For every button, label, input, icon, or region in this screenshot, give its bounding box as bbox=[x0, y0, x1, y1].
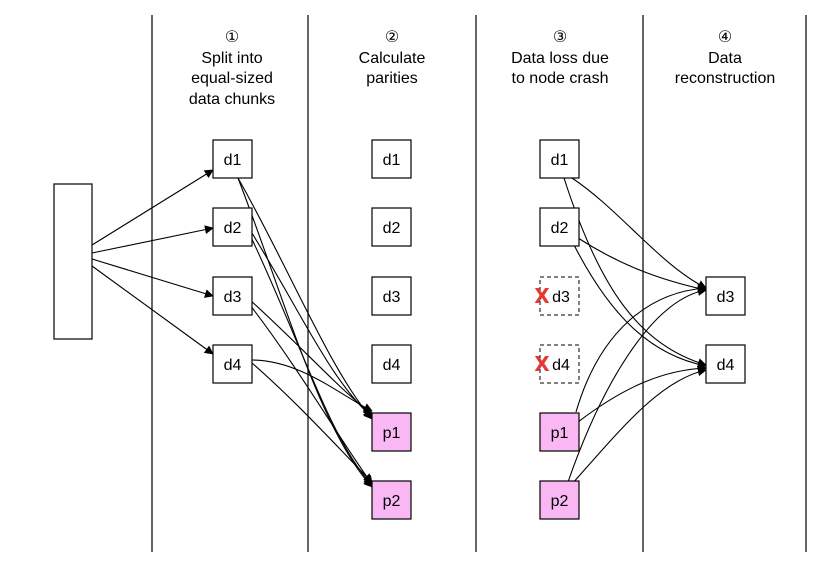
arrow bbox=[563, 177, 707, 367]
reconstructed-chunk-label: d4 bbox=[717, 357, 735, 374]
arrow bbox=[249, 304, 373, 485]
split-arrows bbox=[91, 169, 214, 355]
arrow bbox=[573, 244, 707, 369]
header-step-4-line: reconstruction bbox=[675, 70, 776, 87]
arrow bbox=[575, 284, 707, 413]
header-step-3-line: Data loss due bbox=[511, 50, 609, 67]
header-step-4-line: Data bbox=[708, 50, 742, 67]
header-step-1: ① Split into equal-sized data chunks bbox=[189, 29, 275, 108]
parity-box bbox=[539, 412, 580, 452]
header-step-4: ④ Data reconstruction bbox=[675, 29, 776, 87]
arrow bbox=[249, 229, 373, 418]
lost-chunk-label: d4 bbox=[552, 357, 570, 374]
header-step-1-number: ① bbox=[225, 29, 239, 46]
header-step-1-line: data chunks bbox=[189, 91, 275, 108]
parity-box bbox=[371, 480, 412, 520]
header-step-3-number: ③ bbox=[553, 29, 567, 46]
header-step-1-line: Split into bbox=[201, 50, 262, 67]
chunk-label: d1 bbox=[551, 152, 569, 169]
parity-label: p2 bbox=[383, 493, 401, 510]
arrow bbox=[91, 258, 214, 298]
arrow bbox=[91, 225, 214, 254]
arrow bbox=[567, 287, 707, 483]
reconstruction-arrows bbox=[563, 177, 707, 485]
source-data-block bbox=[53, 183, 93, 340]
lost-marker-icon: X bbox=[534, 352, 550, 376]
reconstructed-chunk-box bbox=[705, 276, 746, 316]
chunk-label: d4 bbox=[383, 357, 401, 374]
arrow bbox=[571, 367, 707, 485]
chunk-label: d3 bbox=[224, 289, 242, 306]
header-step-2-number: ② bbox=[385, 29, 399, 46]
chunk-box bbox=[371, 344, 412, 384]
chunk-box bbox=[371, 276, 412, 316]
arrow bbox=[237, 177, 373, 420]
chunk-box bbox=[212, 139, 253, 179]
loss-column: d1 d2 d3 X d4 X p1 p2 bbox=[534, 139, 580, 520]
chunk-label: d2 bbox=[551, 220, 569, 237]
arrow bbox=[91, 169, 214, 246]
arrow bbox=[91, 265, 214, 355]
arrow bbox=[237, 177, 373, 488]
lost-marker-icon: X bbox=[534, 284, 550, 308]
header-step-2-line: parities bbox=[366, 70, 418, 87]
chunk-box bbox=[539, 207, 580, 247]
parity-arrows bbox=[237, 177, 373, 488]
parity-label: p1 bbox=[551, 425, 569, 442]
chunk-box bbox=[212, 344, 253, 384]
lost-chunk-label: d3 bbox=[552, 289, 570, 306]
lost-chunk-box bbox=[539, 344, 580, 384]
reconstructed-chunk-label: d3 bbox=[717, 289, 735, 306]
arrow bbox=[251, 362, 373, 483]
header-step-2: ② Calculate parities bbox=[359, 29, 426, 87]
arrow bbox=[249, 234, 373, 486]
chunk-box bbox=[539, 139, 580, 179]
reconstruct-column: d3 d4 bbox=[705, 276, 746, 384]
chunk-label: d3 bbox=[383, 289, 401, 306]
split-column: d1 d2 d3 d4 bbox=[212, 139, 253, 384]
header-step-4-number: ④ bbox=[718, 29, 732, 46]
arrow bbox=[571, 177, 707, 289]
header-step-3-line: to node crash bbox=[512, 70, 609, 87]
chunk-box bbox=[212, 207, 253, 247]
arrow bbox=[577, 237, 707, 293]
chunk-label: d4 bbox=[224, 357, 242, 374]
lost-chunk-box bbox=[539, 276, 580, 316]
header-step-2-line: Calculate bbox=[359, 50, 426, 67]
arrow bbox=[577, 363, 707, 423]
parity-label: p2 bbox=[551, 493, 569, 510]
chunk-label: d1 bbox=[383, 152, 401, 169]
chunk-box bbox=[371, 207, 412, 247]
chunk-box bbox=[212, 276, 253, 316]
chunk-label: d1 bbox=[224, 152, 242, 169]
calculate-column: d1 d2 d3 d4 p1 p2 bbox=[371, 139, 412, 520]
parity-box bbox=[371, 412, 412, 452]
arrow bbox=[251, 359, 373, 412]
parity-label: p1 bbox=[383, 425, 401, 442]
chunk-box bbox=[371, 139, 412, 179]
reconstructed-chunk-box bbox=[705, 344, 746, 384]
header-step-1-line: equal-sized bbox=[191, 70, 273, 87]
chunk-label: d2 bbox=[224, 220, 242, 237]
parity-box bbox=[539, 480, 580, 520]
header-step-3: ③ Data loss due to node crash bbox=[511, 29, 609, 87]
chunk-label: d2 bbox=[383, 220, 401, 237]
arrow bbox=[249, 299, 373, 415]
